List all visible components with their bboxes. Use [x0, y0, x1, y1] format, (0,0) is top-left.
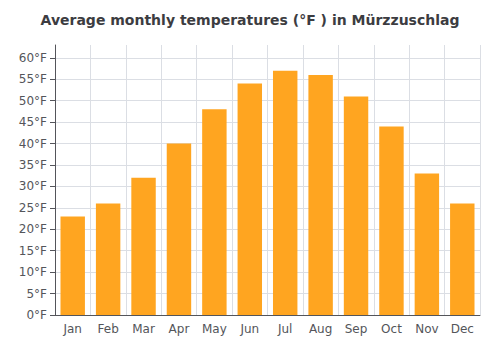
svg-text:Dec: Dec [451, 322, 474, 336]
svg-text:May: May [202, 322, 227, 336]
svg-text:0°F: 0°F [26, 308, 47, 322]
svg-text:Oct: Oct [381, 322, 402, 336]
svg-text:50°F: 50°F [19, 94, 47, 108]
svg-text:15°F: 15°F [19, 244, 47, 258]
svg-text:Jul: Jul [277, 322, 292, 336]
svg-text:40°F: 40°F [19, 137, 47, 151]
svg-text:25°F: 25°F [19, 201, 47, 215]
svg-text:30°F: 30°F [19, 179, 47, 193]
svg-text:35°F: 35°F [19, 158, 47, 172]
svg-text:Jun: Jun [239, 322, 259, 336]
svg-text:Mar: Mar [132, 322, 155, 336]
svg-text:Jan: Jan [62, 322, 82, 336]
svg-text:Sep: Sep [345, 322, 368, 336]
svg-text:Average monthly temperatures (: Average monthly temperatures (°F ) in Mü… [41, 12, 460, 28]
svg-text:Apr: Apr [169, 322, 190, 336]
svg-text:Feb: Feb [98, 322, 119, 336]
svg-text:10°F: 10°F [19, 265, 47, 279]
svg-text:20°F: 20°F [19, 222, 47, 236]
svg-text:5°F: 5°F [26, 287, 47, 301]
svg-text:Aug: Aug [309, 322, 332, 336]
svg-text:Nov: Nov [415, 322, 438, 336]
svg-text:55°F: 55°F [19, 72, 47, 86]
svg-text:60°F: 60°F [19, 51, 47, 65]
svg-text:45°F: 45°F [19, 115, 47, 129]
